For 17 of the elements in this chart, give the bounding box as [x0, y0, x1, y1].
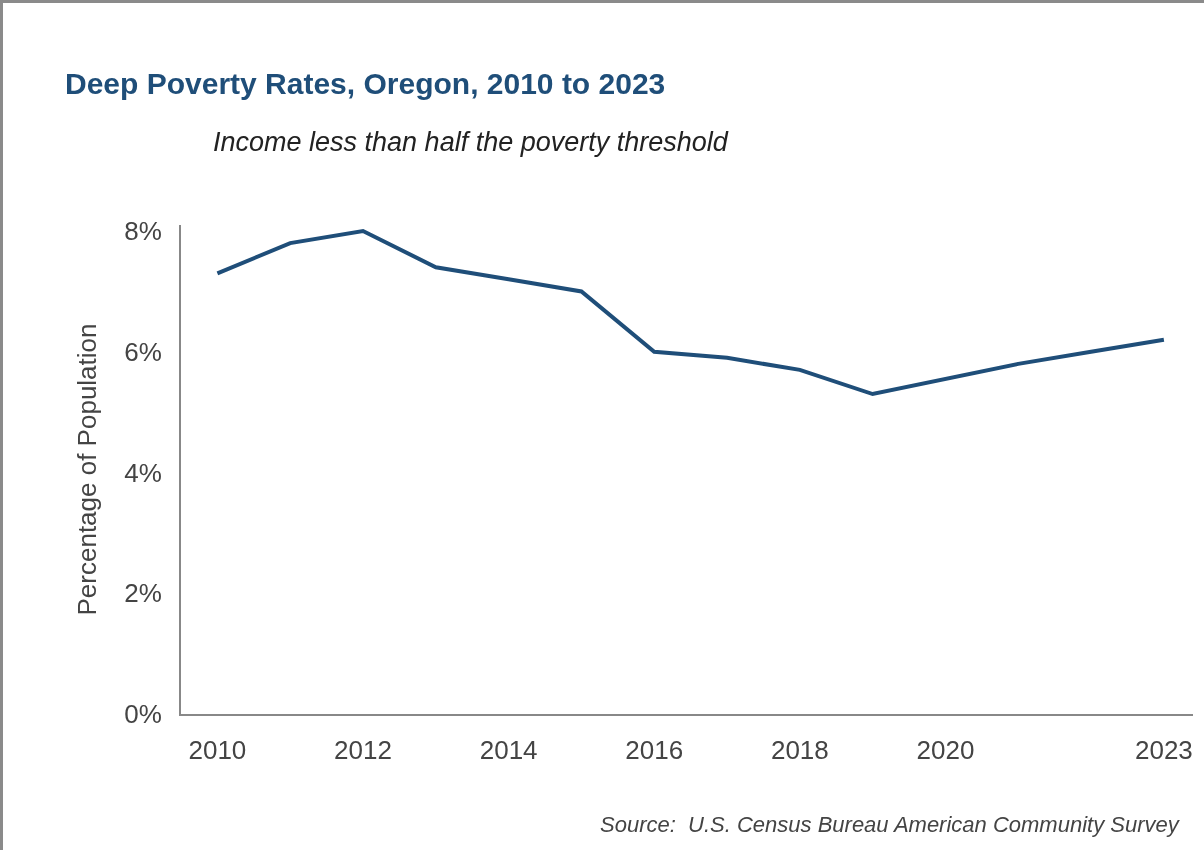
x-tick-label: 2014 [479, 735, 538, 766]
y-tick-label: 2% [124, 578, 162, 609]
x-tick-label: 2010 [188, 735, 247, 766]
x-tick-label: 2012 [334, 735, 392, 766]
y-tick-label: 8% [124, 216, 162, 247]
chart-title: Deep Poverty Rates, Oregon, 2010 to 2023 [65, 66, 666, 100]
line-series [215, 229, 1166, 397]
source-note: Source: U.S. Census Bureau American Community Survey [600, 812, 1181, 837]
chart-subtitle: Income less than half the poverty threshold [213, 127, 729, 157]
x-tick-label: 2018 [770, 735, 829, 766]
y-tick-label: 0% [124, 699, 162, 730]
x-tick-label: 2023 [1134, 735, 1193, 766]
y-tick-label: 6% [124, 336, 162, 367]
x-tick-label: 2020 [916, 735, 975, 766]
y-tick-label: 4% [124, 457, 162, 488]
y-axis-title: Percentage of Population [72, 323, 103, 616]
x-tick-label: 2016 [625, 735, 684, 766]
